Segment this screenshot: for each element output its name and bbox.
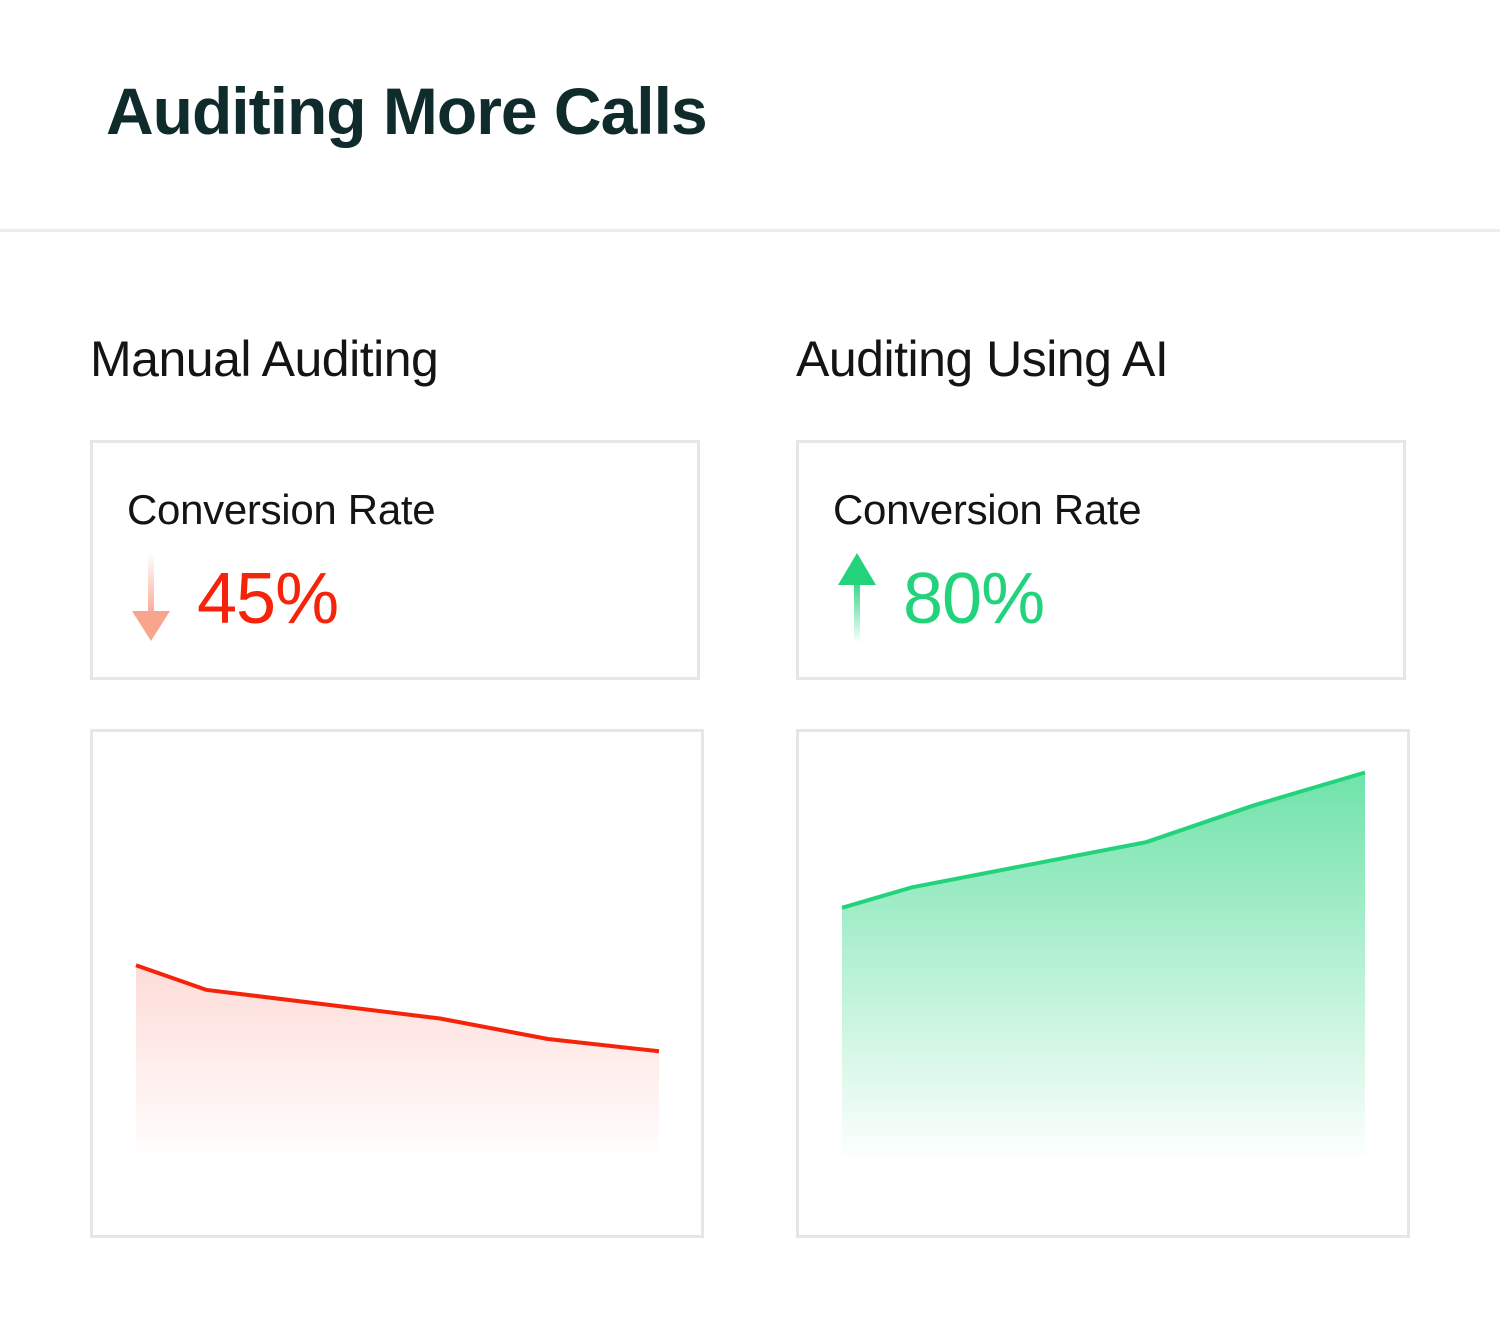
manual-kpi-label: Conversion Rate	[127, 486, 436, 533]
ai-auditing-heading: Auditing Using AI	[796, 331, 1169, 387]
manual-auditing-heading: Manual Auditing	[90, 331, 439, 387]
ai-area-fill	[842, 772, 1365, 1162]
ai-kpi-label: Conversion Rate	[833, 486, 1142, 533]
page-title: Auditing More Calls	[106, 74, 708, 148]
ai-kpi-value: 80%	[903, 559, 1045, 639]
ai-kpi-card: Conversion Rate 80%	[796, 440, 1406, 680]
arrow-down-icon	[132, 553, 170, 641]
manual-kpi-value: 45%	[197, 559, 339, 639]
header-divider	[0, 229, 1500, 232]
ai-series-line	[841, 770, 1366, 910]
ai-conversion-chart	[841, 770, 1366, 1162]
manual-chart-card	[90, 729, 704, 1238]
arrow-up-icon	[838, 553, 876, 643]
manual-kpi-card: Conversion Rate 45%	[90, 440, 700, 680]
manual-area-fill	[136, 965, 659, 1162]
manual-conversion-chart	[135, 963, 660, 1162]
ai-chart-card	[796, 729, 1410, 1238]
manual-series-line	[135, 963, 660, 1054]
